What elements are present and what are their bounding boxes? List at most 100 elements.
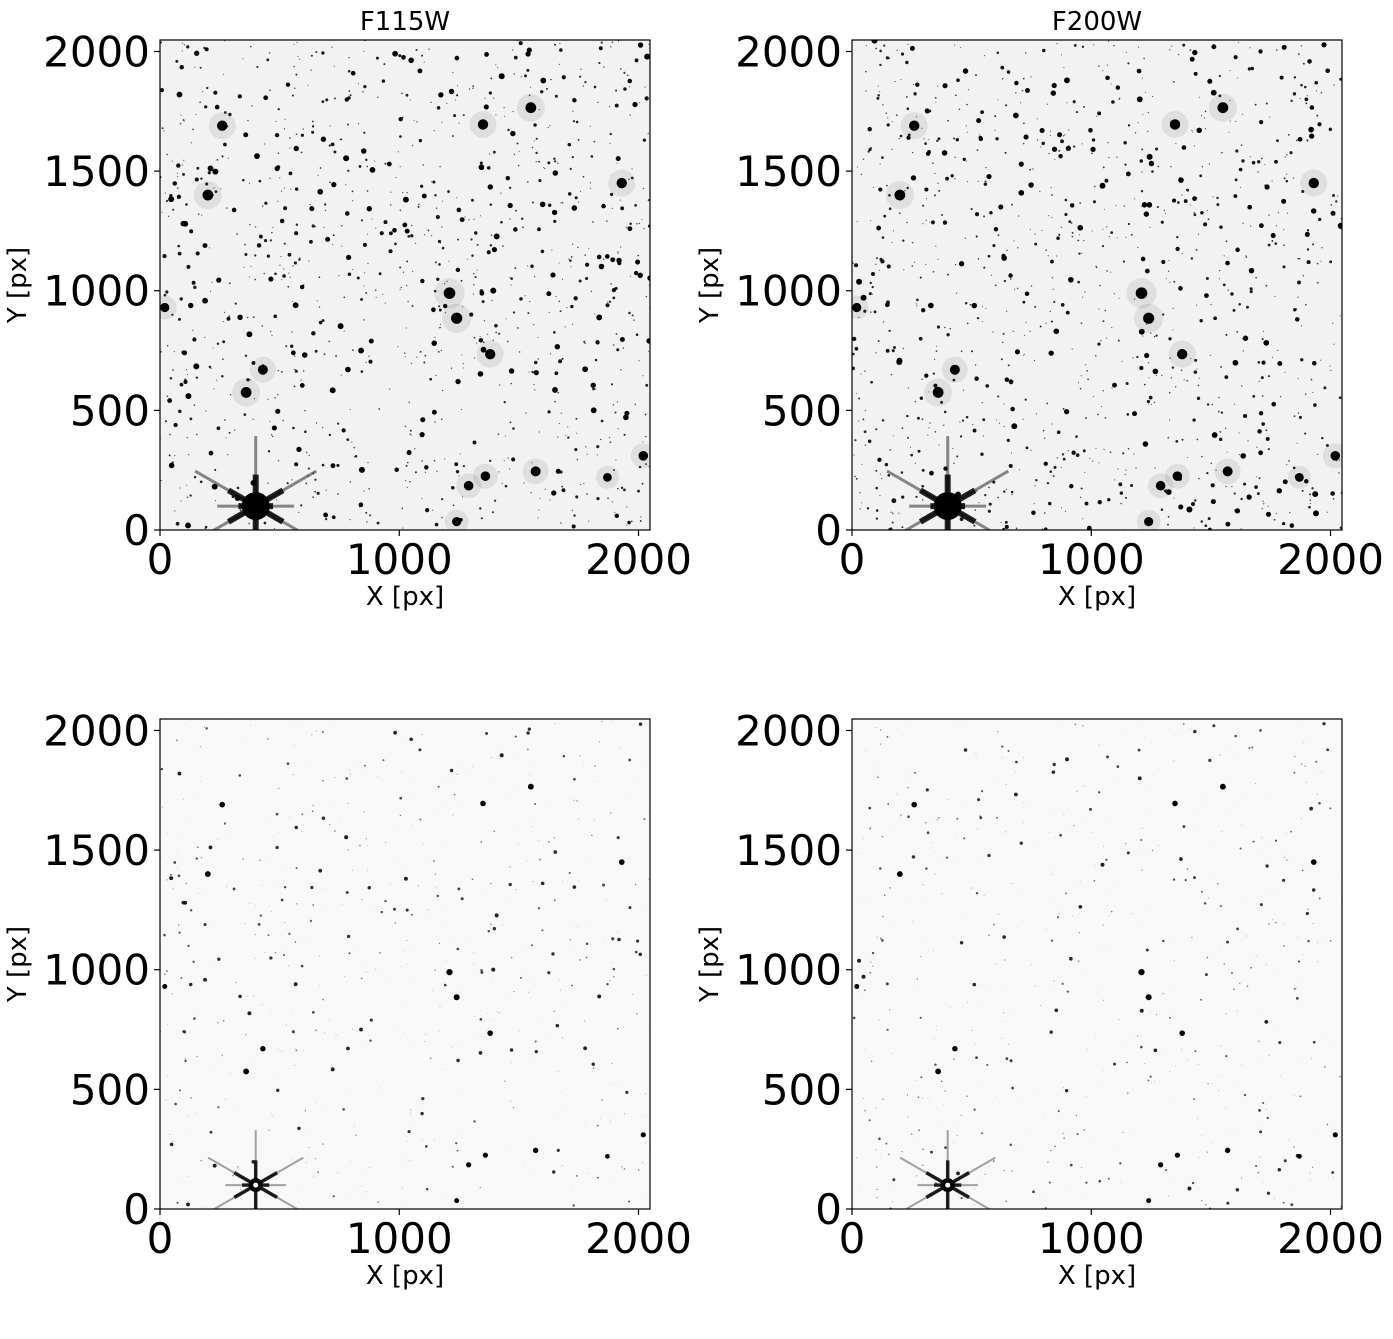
panel-f200w-linear: 0 1000 2000 0 500 1000 1500 2000 X [px] Y [px]	[692, 679, 1392, 1339]
star	[1163, 489, 1166, 492]
star	[243, 413, 247, 417]
star	[546, 291, 552, 297]
star	[490, 923, 492, 926]
star	[612, 344, 615, 346]
star	[510, 284, 512, 286]
star	[1107, 743, 1108, 745]
star	[271, 425, 277, 431]
star	[1116, 765, 1120, 768]
star	[451, 1046, 452, 1048]
star	[439, 323, 442, 325]
star	[194, 745, 196, 747]
star	[988, 502, 992, 506]
star	[559, 42, 561, 45]
star	[168, 196, 175, 203]
star	[870, 380, 873, 384]
star	[274, 272, 277, 276]
star	[585, 276, 589, 281]
star	[510, 956, 513, 959]
star	[928, 1070, 930, 1072]
star	[164, 420, 167, 423]
star	[308, 454, 310, 456]
star	[1220, 411, 1224, 414]
star	[921, 468, 925, 472]
star	[933, 358, 936, 361]
star	[1239, 847, 1242, 850]
star	[264, 822, 266, 824]
star	[928, 391, 930, 393]
star	[322, 779, 324, 782]
star	[189, 494, 192, 497]
star	[598, 46, 603, 51]
star	[512, 311, 516, 314]
star	[1178, 504, 1184, 510]
star	[1036, 139, 1039, 141]
star	[476, 243, 479, 246]
star	[180, 500, 182, 502]
star	[1051, 277, 1054, 279]
star	[1108, 915, 1110, 917]
star	[906, 775, 908, 777]
star	[1219, 431, 1222, 433]
star	[1300, 358, 1304, 362]
star	[454, 462, 459, 467]
star	[495, 743, 497, 745]
star	[1258, 450, 1264, 456]
star	[207, 165, 214, 172]
star	[185, 522, 191, 529]
star	[201, 893, 203, 895]
star	[227, 454, 229, 456]
star	[172, 181, 178, 186]
star	[203, 46, 206, 50]
star	[872, 965, 874, 967]
star	[936, 139, 939, 143]
star	[258, 234, 263, 239]
star	[626, 906, 628, 908]
star	[1106, 755, 1109, 759]
star	[177, 251, 182, 256]
star	[1007, 749, 1010, 753]
star	[222, 1019, 225, 1022]
star	[1045, 249, 1047, 251]
star	[347, 169, 350, 172]
star	[1056, 236, 1060, 241]
star	[1240, 453, 1246, 459]
star	[1193, 211, 1195, 214]
star	[977, 798, 981, 802]
star	[213, 388, 215, 390]
star	[259, 914, 262, 917]
star	[283, 885, 287, 889]
star	[1086, 369, 1089, 372]
bright-star	[852, 302, 862, 313]
star	[460, 1088, 462, 1089]
star	[1338, 472, 1340, 474]
star	[1262, 1101, 1265, 1105]
bright-star	[1144, 517, 1154, 527]
star	[1330, 204, 1333, 206]
star	[477, 371, 484, 377]
star	[564, 326, 566, 328]
star	[269, 177, 271, 180]
star	[934, 852, 936, 853]
star	[590, 187, 592, 189]
star	[1172, 1008, 1174, 1010]
star	[984, 1173, 986, 1175]
star	[1103, 208, 1105, 211]
star	[1197, 384, 1200, 387]
star	[866, 507, 870, 510]
star	[1302, 62, 1305, 65]
star	[1001, 77, 1004, 80]
bright-star	[1145, 994, 1152, 1001]
star	[495, 64, 497, 66]
star	[634, 204, 638, 207]
star	[1238, 167, 1243, 172]
star	[418, 203, 420, 206]
star	[1008, 379, 1014, 385]
star	[1002, 332, 1005, 335]
star	[974, 1188, 976, 1190]
star	[572, 243, 574, 245]
star	[916, 298, 919, 302]
star	[1169, 1098, 1170, 1100]
star	[263, 95, 269, 101]
star	[1054, 158, 1056, 161]
